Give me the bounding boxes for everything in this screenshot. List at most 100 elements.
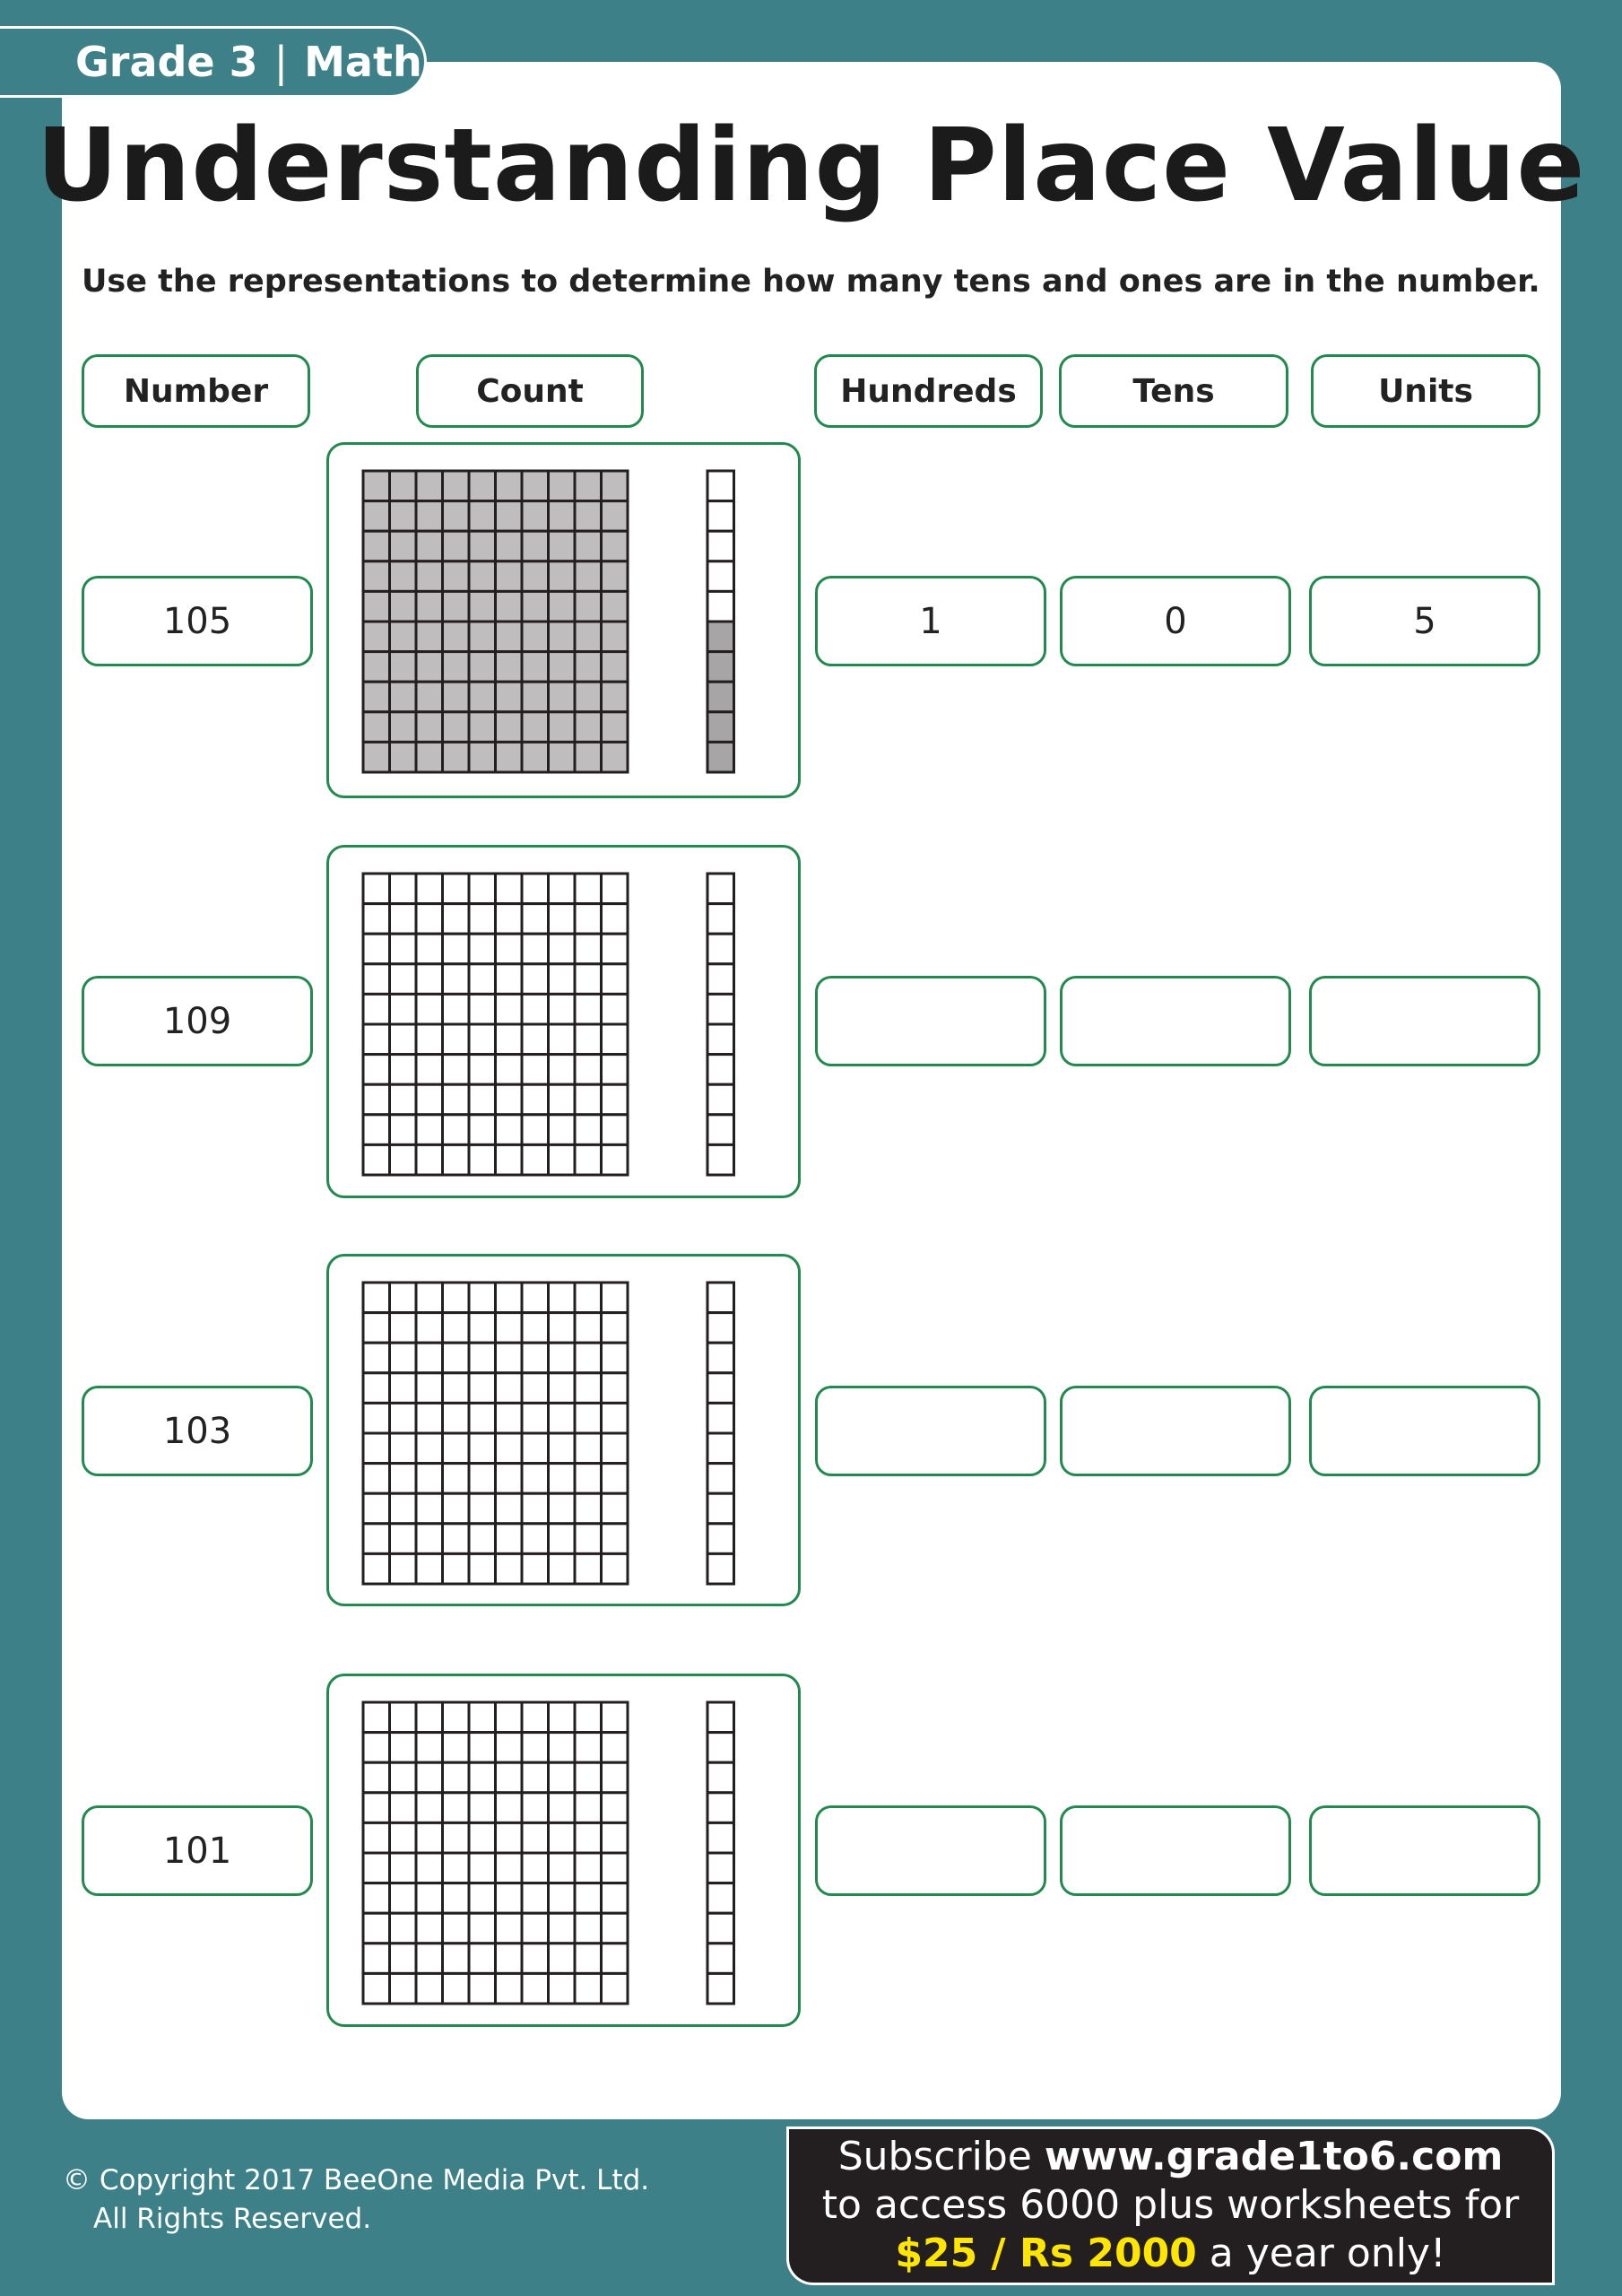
hundred-cell [547, 932, 577, 966]
copyright: © Copyright 2017 BeeOne Media Pvt. Ltd. … [63, 2161, 649, 2239]
hundred-cell [361, 529, 391, 563]
hundred-cell [520, 992, 550, 1026]
tens-answer-box[interactable]: 0 [1060, 576, 1291, 666]
hundred-cell [573, 1731, 603, 1764]
ones-cell [706, 1882, 735, 1915]
hundred-cell [388, 1022, 418, 1057]
hundred-cell [547, 529, 577, 563]
hundred-cell [441, 1371, 471, 1405]
tens-answer-box[interactable] [1060, 1386, 1291, 1476]
hundred-cell [600, 962, 629, 996]
hundreds-answer-box[interactable] [815, 1805, 1046, 1896]
units-answer-box[interactable] [1309, 1805, 1540, 1896]
hundred-cell [520, 1522, 550, 1555]
hundred-cell [467, 1113, 497, 1146]
hundred-cell [494, 1761, 524, 1795]
hundred-cell [573, 1700, 603, 1735]
hundred-cell [573, 1971, 603, 2005]
hundred-cell [520, 1761, 550, 1795]
hundred-cell [600, 1281, 629, 1315]
hundred-cell [494, 1053, 524, 1086]
hundred-cell [361, 740, 391, 774]
hundred-cell [547, 1522, 577, 1555]
hundred-cell [520, 500, 550, 533]
units-answer-box[interactable]: 5 [1309, 576, 1540, 666]
hundred-cell [388, 500, 418, 533]
hundreds-answer-box[interactable] [815, 1386, 1046, 1476]
hundreds-answer-box[interactable] [815, 976, 1046, 1066]
hundred-cell [467, 1143, 497, 1177]
hundred-cell [361, 1371, 391, 1405]
tens-answer-box[interactable] [1060, 1805, 1291, 1896]
units-answer-box[interactable] [1309, 1386, 1540, 1476]
ones-cell [706, 1552, 735, 1586]
hundred-cell [361, 680, 391, 714]
hundred-cell [573, 1431, 603, 1465]
ones-cell [706, 1911, 735, 1945]
hundred-cell [600, 1821, 629, 1855]
hundred-cell [388, 1431, 418, 1465]
hundred-cell [441, 902, 471, 935]
hundred-cell [600, 1143, 629, 1177]
ones-cell [706, 1700, 735, 1735]
units-answer-box[interactable] [1309, 976, 1540, 1066]
separator: | [273, 38, 289, 86]
hundred-cell [520, 1341, 550, 1375]
hundred-cell [388, 560, 418, 593]
hundred-cell [573, 962, 603, 996]
hundred-cell [600, 992, 629, 1026]
hundred-cell [414, 1882, 444, 1915]
hundreds-answer-box[interactable]: 1 [815, 576, 1046, 666]
ones-strip [706, 1281, 735, 1586]
hundred-cell [388, 1971, 418, 2005]
hundred-cell [441, 529, 471, 563]
hundred-cell [547, 1341, 577, 1375]
count-representation [326, 845, 801, 1198]
tens-answer-box[interactable] [1060, 976, 1291, 1066]
hundred-cell [520, 1022, 550, 1057]
hundred-cell [467, 589, 497, 623]
hundred-cell [600, 529, 629, 563]
hundred-cell [414, 992, 444, 1026]
hundred-cell [494, 1401, 524, 1435]
hundred-cell [573, 500, 603, 533]
ones-cell [706, 529, 735, 563]
hundred-cell [467, 1851, 497, 1885]
hundred-block [361, 872, 629, 1177]
hundred-cell [520, 1462, 550, 1495]
hundred-cell [388, 1083, 418, 1117]
hundred-cell [414, 1791, 444, 1824]
hundred-cell [361, 1022, 391, 1057]
hundred-cell [414, 1431, 444, 1465]
hundred-cell [361, 1851, 391, 1885]
ones-strip [706, 469, 735, 774]
ones-cell [706, 589, 735, 623]
hundred-cell [467, 560, 497, 593]
hundred-cell [467, 1911, 497, 1945]
hundred-cell [494, 710, 524, 744]
hundred-cell [494, 1492, 524, 1526]
hundred-cell [600, 500, 629, 533]
hundred-cell [494, 872, 524, 906]
hundred-cell [547, 1761, 577, 1795]
promo-url[interactable]: www.grade1to6.com [1044, 2134, 1504, 2179]
hundred-cell [388, 1492, 418, 1526]
hundred-cell [547, 1492, 577, 1526]
hundred-cell [414, 1341, 444, 1375]
hundred-cell [441, 1911, 471, 1945]
hundred-cell [520, 872, 550, 906]
hundred-cell [547, 620, 577, 654]
hundred-cell [547, 1143, 577, 1177]
hundred-cell [441, 560, 471, 593]
page-title: Understanding Place Value [36, 108, 1586, 224]
hundred-cell [520, 1971, 550, 2005]
hundred-cell [494, 1552, 524, 1586]
subscribe-banner[interactable]: Subscribe www.grade1to6.com to access 60… [786, 2126, 1555, 2285]
hundred-cell [494, 1371, 524, 1405]
hundred-cell [520, 1552, 550, 1586]
hundred-cell [441, 1022, 471, 1057]
hundred-cell [388, 1821, 418, 1855]
ones-cell [706, 500, 735, 533]
ones-cell [706, 1281, 735, 1315]
hundred-cell [361, 1462, 391, 1495]
